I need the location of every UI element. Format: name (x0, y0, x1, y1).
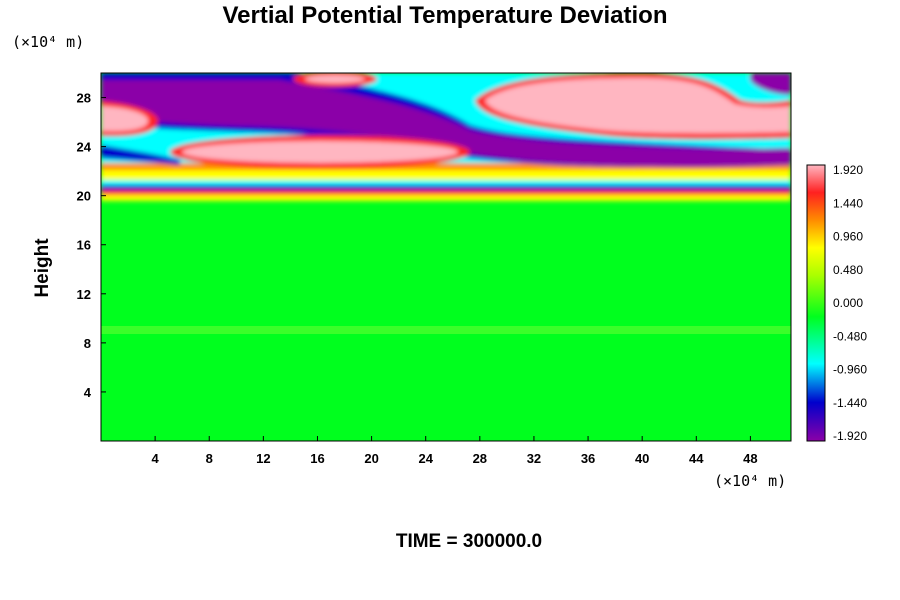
x-tick-label: 28 (473, 451, 487, 466)
high-region-right (485, 78, 791, 134)
x-tick-label: 16 (310, 451, 324, 466)
band-blue (101, 185, 791, 190)
colorbar-label: -0.480 (833, 329, 867, 343)
chart-title: Vertial Potential Temperature Deviation (222, 2, 668, 29)
band-orange (101, 162, 791, 170)
x-tick-label: 12 (256, 451, 270, 466)
time-label: TIME = 300000.0 (395, 531, 543, 552)
low-corner-right (750, 73, 791, 95)
colorbar-label: 1.920 (833, 163, 863, 177)
colorbar (806, 164, 826, 442)
band-yellow (101, 195, 791, 201)
high-blob-top (305, 75, 365, 83)
x-tick-label: 4 (152, 451, 160, 466)
low-streak-left (101, 145, 180, 165)
colorbar-label: -0.960 (833, 363, 867, 377)
high-lobe-left (101, 106, 149, 132)
y-tick-label: 4 (84, 385, 92, 400)
low-region (101, 80, 791, 161)
y-tick-label: 12 (77, 287, 91, 302)
high-lobe-center (182, 141, 458, 163)
low-region-right (440, 125, 791, 168)
heatmap-field (101, 73, 791, 441)
x-axis-ticks: 4 8 12 16 20 24 28 32 36 40 44 48 (152, 436, 758, 466)
colorbar-label: 0.960 (833, 230, 863, 244)
noise-band (101, 326, 791, 334)
x-tick-label: 8 (206, 451, 213, 466)
y-tick-label: 8 (84, 336, 91, 351)
colorbar-label: 1.440 (833, 196, 863, 210)
x-tick-label: 32 (527, 451, 541, 466)
band-yellow-2 (101, 170, 791, 180)
x-axis-unit: (×10⁴ m) (714, 472, 787, 490)
y-axis-unit: (×10⁴ m) (12, 33, 85, 51)
x-tick-label: 36 (581, 451, 595, 466)
plot-frame (100, 72, 792, 442)
x-tick-label: 44 (689, 451, 704, 466)
y-tick-label: 20 (77, 189, 91, 204)
y-tick-label: 28 (77, 91, 91, 106)
band-red (101, 190, 791, 195)
y-tick-label: 24 (77, 140, 92, 155)
band-cyan (101, 180, 791, 185)
x-tick-label: 20 (364, 451, 378, 466)
x-tick-label: 24 (418, 451, 433, 466)
y-axis-ticks: 4 8 12 16 20 24 28 (77, 91, 106, 400)
colorbar-label: -1.920 (833, 429, 867, 443)
colorbar-labels: 1.920 1.440 0.960 0.480 0.000 -0.480 -0.960 -1.… (833, 163, 867, 443)
colorbar-label: 0.000 (833, 296, 863, 310)
colorbar-label: 0.480 (833, 263, 863, 277)
x-tick-label: 40 (635, 451, 649, 466)
x-tick-label: 48 (743, 451, 757, 466)
y-tick-label: 16 (77, 238, 91, 253)
colorbar-label: -1.440 (833, 396, 867, 410)
